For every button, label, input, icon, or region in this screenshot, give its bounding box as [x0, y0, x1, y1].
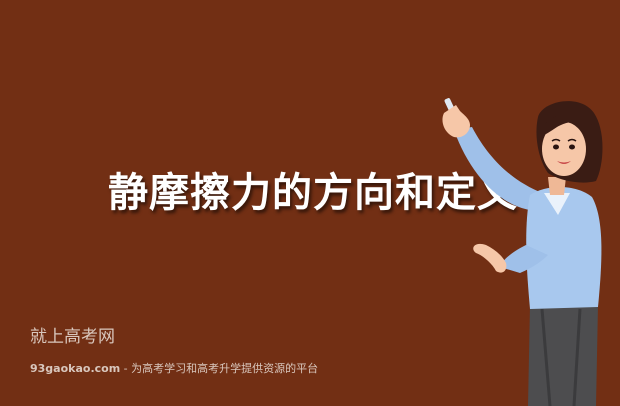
- watermark-site: 93gaokao.com: [30, 362, 121, 375]
- watermark-brand: 就上高考网: [30, 327, 115, 347]
- teacher-illustration: [442, 98, 603, 406]
- slide-title: 静摩擦力的方向和定义: [108, 170, 518, 216]
- watermark-tagline-text: - 为高考学习和高考升学提供资源的平台: [120, 362, 319, 375]
- watermark-tagline: 93gaokao.com - 为高考学习和高考升学提供资源的平台: [30, 360, 318, 376]
